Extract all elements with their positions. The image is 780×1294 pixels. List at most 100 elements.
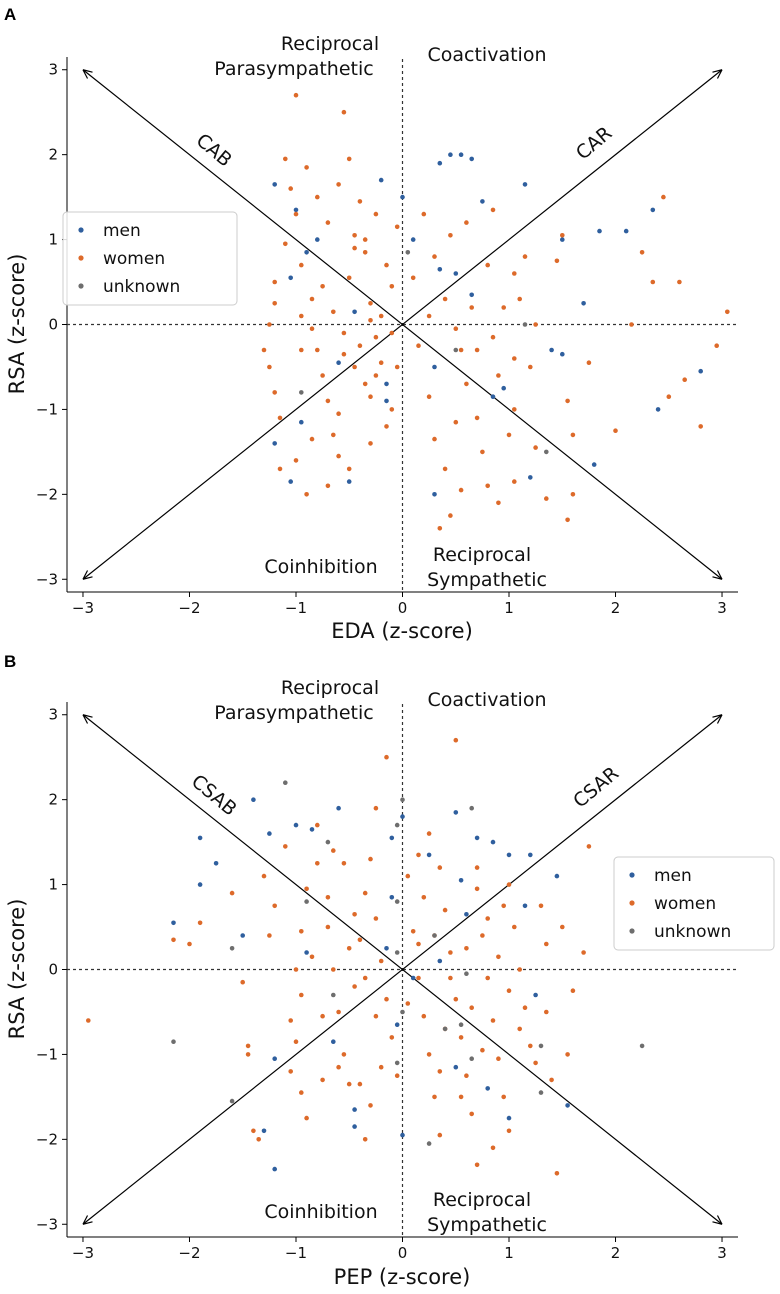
panel-b-point-unknown xyxy=(304,899,309,904)
panel-a-point-women xyxy=(533,322,538,327)
panel-a-arrowhead xyxy=(712,69,723,79)
panel-b-point-women xyxy=(426,1052,432,1057)
panel-a-y-tick-label: 2 xyxy=(48,146,58,164)
panel-a-point-women xyxy=(346,275,352,281)
panel-a-point-men xyxy=(623,228,629,234)
panel-a-point-men xyxy=(490,394,496,400)
panel-a-x-tick-label: 1 xyxy=(504,599,514,617)
panel-b-legend-marker-women xyxy=(629,900,635,906)
panel-a-point-men xyxy=(410,237,416,242)
panel-a-point-women xyxy=(299,347,304,353)
panel-b-point-women xyxy=(357,1081,363,1087)
panel-b-point-unknown xyxy=(432,933,437,938)
panel-a-point-women xyxy=(490,334,496,340)
panel-a-point-women xyxy=(448,513,453,518)
panel-a-label-reciprocal-sympathetic-2: Sympathetic xyxy=(427,569,547,591)
panel-a-point-women xyxy=(378,360,384,366)
panel-a-point-women xyxy=(528,364,533,370)
panel-a-point-women xyxy=(394,364,400,370)
panel-a-point-unknown xyxy=(405,250,411,255)
panel-b-point-women xyxy=(171,937,176,943)
panel-b-point-women xyxy=(357,937,363,943)
panel-b-point-unknown xyxy=(464,971,469,976)
panel-a-point-women xyxy=(309,296,315,302)
panel-b-point-women xyxy=(538,903,544,909)
panel-a-point-women xyxy=(283,241,288,247)
panel-a-x-tick-label: −3 xyxy=(72,599,94,617)
panel-a-label-reciprocal-sympathetic-1: Reciprocal xyxy=(433,544,531,566)
panel-a-point-women xyxy=(485,483,491,489)
panel-a-point-women xyxy=(293,211,299,217)
panel-a-point-women xyxy=(373,334,379,340)
panel-b-point-women xyxy=(346,1081,352,1087)
panel-b-point-unknown xyxy=(229,1098,235,1104)
panel-b-y-axis-title: RSA (z-score) xyxy=(5,899,29,1040)
panel-a-point-men xyxy=(549,347,554,353)
panel-b-point-unknown xyxy=(229,946,235,951)
panel-a-point-women xyxy=(506,432,512,438)
panel-b-point-women xyxy=(480,933,485,938)
panel-b-point-women xyxy=(581,950,586,955)
panel-b-point-women xyxy=(373,1013,379,1019)
panel-b-y-tick-label: 1 xyxy=(48,876,58,894)
panel-a-legend-marker-unknown xyxy=(78,283,84,289)
panel-a-point-women xyxy=(357,343,363,349)
panel-b-arrowhead xyxy=(82,1215,93,1225)
panel-a-point-women xyxy=(448,233,453,238)
panel-b-point-women xyxy=(352,912,357,917)
panel-a-label-coactivation: Coactivation xyxy=(428,44,547,66)
panel-b-point-women xyxy=(309,954,315,960)
panel-b-legend-marker-unknown xyxy=(629,928,635,934)
panel-b-point-men xyxy=(522,903,528,909)
panel-b-point-women xyxy=(352,984,357,989)
panel-b-x-tick-label: 3 xyxy=(717,1244,727,1262)
panel-b-point-women xyxy=(389,1035,395,1040)
panel-b-legend: men women unknown xyxy=(613,856,775,951)
panel-b-point-women xyxy=(245,1043,251,1049)
panel-a-legend: men women unknown xyxy=(62,211,238,306)
panel-a-point-women xyxy=(485,262,491,268)
panel-b-point-men xyxy=(331,1039,336,1044)
panel-b-point-unknown xyxy=(538,1043,544,1049)
panel-a-arrowhead xyxy=(82,570,93,580)
panel-b-point-women xyxy=(453,996,459,1002)
panel-a-point-women xyxy=(389,330,395,336)
panel-b-point-women xyxy=(384,996,389,1002)
panel-a-point-women xyxy=(346,466,352,472)
panel-b-point-unknown xyxy=(325,839,331,845)
panel-b-point-men xyxy=(171,920,176,926)
panel-b-point-women xyxy=(299,929,304,934)
panel-a-point-women xyxy=(512,356,517,361)
panel-b-point-women xyxy=(442,907,448,913)
panel-b-point-women xyxy=(197,920,203,926)
panel-a-point-men xyxy=(437,160,443,166)
panel-b-point-men xyxy=(272,1056,278,1061)
panel-a-label-car: CAR xyxy=(572,122,616,164)
panel-b-point-women xyxy=(416,975,421,981)
panel-b-point-women xyxy=(304,886,309,892)
panel-a-point-women xyxy=(315,194,320,200)
panel-a-point-women xyxy=(565,398,570,404)
panel-b-point-women xyxy=(565,1052,570,1057)
panel-a-point-men xyxy=(384,381,389,387)
panel-b-point-women xyxy=(86,1018,91,1023)
panel-a-point-women xyxy=(299,262,304,268)
panel-a-point-women xyxy=(331,309,336,315)
panel-a-point-men xyxy=(469,292,475,298)
panel-a-point-women xyxy=(426,394,432,400)
panel-b-point-women xyxy=(496,954,501,960)
panel-a-point-women xyxy=(341,330,347,336)
panel-b-point-women xyxy=(394,1073,400,1078)
panel-a-point-women xyxy=(272,301,278,306)
panel-b-point-unknown xyxy=(400,797,405,802)
panel-b-point-men xyxy=(464,912,469,917)
panel-b-point-women xyxy=(474,886,480,892)
panel-a-point-women xyxy=(410,275,416,281)
panel-b-diagonal-line-ascending xyxy=(82,714,723,1225)
panel-a-point-women xyxy=(554,258,560,264)
panel-a-point-women xyxy=(432,254,437,259)
panel-b-point-unknown xyxy=(538,1090,544,1095)
panel-b-point-men xyxy=(352,1107,357,1112)
panel-a-point-men xyxy=(378,177,384,183)
panel-a-point-men xyxy=(288,275,294,281)
